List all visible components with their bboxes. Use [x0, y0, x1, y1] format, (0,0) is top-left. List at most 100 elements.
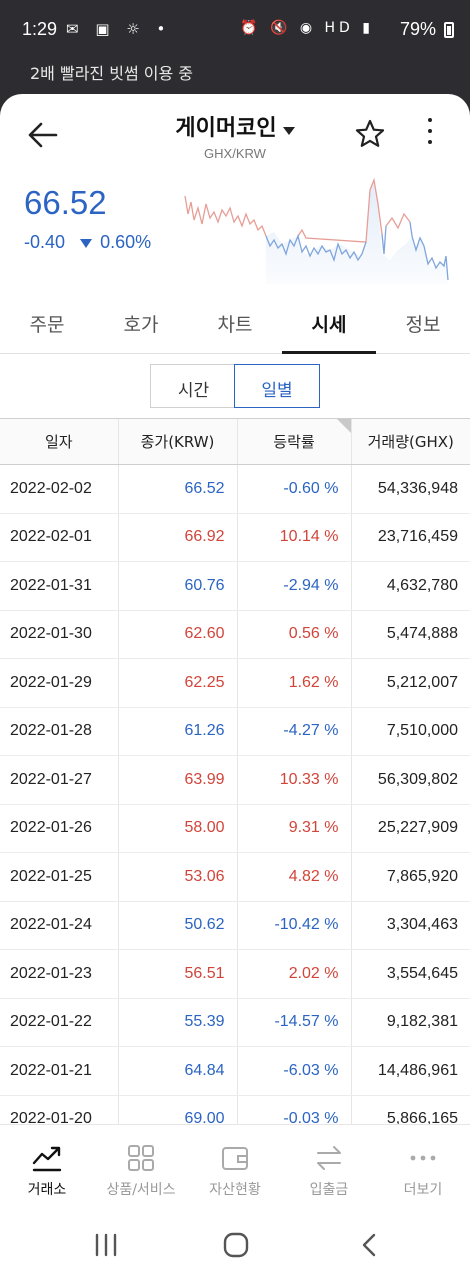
cell-volume: 25,227,909: [350, 804, 470, 853]
cell-volume: 5,474,888: [350, 610, 470, 659]
dropdown-caret-icon[interactable]: [282, 126, 295, 135]
cell-rate: -2.94 %: [236, 561, 351, 611]
cell-date: 2022-01-28: [0, 707, 118, 756]
coin-header: 게이머코인 GHX/KRW: [0, 94, 470, 174]
toggle-daily-button[interactable]: 일별: [234, 364, 320, 408]
cell-date: 2022-01-27: [0, 755, 118, 805]
cell-close: 66.52: [117, 464, 237, 514]
sparkline-red: [184, 177, 411, 243]
cell-volume: 3,304,463: [350, 901, 470, 950]
speed-banner: 2배 빨라진 빗썸 이용 중: [0, 56, 470, 96]
nav-transfer[interactable]: 입출금: [282, 1125, 376, 1208]
cell-date: 2022-01-22: [0, 998, 118, 1047]
cell-close: 63.99: [117, 755, 237, 805]
notification-icons: ✉ ▣ ☼ •: [66, 20, 172, 38]
cell-rate: -10.42 %: [236, 901, 351, 950]
nav-more[interactable]: 더보기: [376, 1125, 470, 1208]
favorite-star-icon[interactable]: [354, 118, 386, 150]
table-row: 2022-01-30 62.60 0.56 % 5,474,888: [0, 610, 470, 659]
current-price: 66.52: [24, 184, 107, 221]
nav-assets[interactable]: 자산현황: [188, 1125, 282, 1208]
table-row: 2022-01-22 55.39 -14.57 % 9,182,381: [0, 998, 470, 1047]
cell-date: 2022-01-21: [0, 1046, 118, 1096]
table-row: 2022-01-29 62.25 1.62 % 5,212,007: [0, 658, 470, 708]
cell-close: 64.84: [117, 1046, 237, 1096]
header-volume: 거래량(GHX): [350, 418, 470, 465]
more-menu-icon[interactable]: [426, 118, 434, 148]
cell-date: 2022-01-29: [0, 658, 118, 708]
cell-rate: -14.57 %: [236, 998, 351, 1047]
cell-close: 62.60: [117, 610, 237, 659]
coin-selector[interactable]: 게이머코인 GHX/KRW: [0, 110, 470, 161]
price-sparkline: [184, 177, 449, 284]
bottom-nav: 거래소 상품/서비스 자산현황 입출금 더보기: [0, 1124, 470, 1208]
wallet-icon: [222, 1147, 248, 1170]
period-toggle: 시간 일별: [0, 354, 470, 418]
table-row: 2022-02-01 66.92 10.14 % 23,716,459: [0, 513, 470, 562]
grid-icon: [128, 1145, 154, 1171]
cell-date: 2022-01-23: [0, 949, 118, 999]
cell-date: 2022-01-31: [0, 561, 118, 611]
table-row: 2022-01-21 64.84 -6.03 % 14,486,961: [0, 1046, 470, 1096]
price-summary: 66.52 -0.40 0.60%: [0, 174, 470, 294]
tab-market-price[interactable]: 시세: [282, 294, 376, 354]
change-percent: 0.60%: [100, 232, 152, 252]
cell-close: 56.51: [117, 949, 237, 999]
cell-volume: 4,632,780: [350, 561, 470, 611]
table-row: 2022-01-25 53.06 4.82 % 7,865,920: [0, 852, 470, 902]
nav-products-label: 상품/서비스: [106, 1182, 176, 1198]
cell-volume: 5,212,007: [350, 658, 470, 708]
cell-rate: 10.33 %: [236, 755, 351, 805]
back-nav-icon[interactable]: [356, 1232, 384, 1258]
trend-chart-icon: [32, 1146, 62, 1172]
cell-volume: 7,865,920: [350, 852, 470, 902]
home-icon[interactable]: [222, 1232, 250, 1258]
system-icons: ⏰ 🔇 ◉ HD ▮: [240, 20, 374, 36]
tab-chart[interactable]: 차트: [217, 314, 253, 336]
more-dots-icon: [410, 1155, 436, 1161]
back-arrow-icon[interactable]: [26, 118, 60, 152]
nav-exchange[interactable]: 거래소: [0, 1125, 94, 1208]
tab-order[interactable]: 주문: [29, 314, 65, 336]
cell-rate: 2.02 %: [236, 949, 351, 999]
cell-rate: -0.60 %: [236, 464, 351, 514]
price-change: -0.40 0.60%: [24, 232, 151, 253]
tab-orderbook[interactable]: 호가: [123, 314, 159, 336]
table-row: 2022-01-26 58.00 9.31 % 25,227,909: [0, 804, 470, 853]
detail-tabs: 주문 호가 차트 시세 정보: [0, 294, 470, 354]
cell-close: 60.76: [117, 561, 237, 611]
coin-title[interactable]: 게이머코인: [175, 116, 277, 141]
recent-apps-icon[interactable]: [92, 1232, 120, 1258]
battery-percent: 79%: [399, 19, 436, 39]
cell-volume: 3,554,645: [350, 949, 470, 999]
table-row: 2022-01-27 63.99 10.33 % 56,309,802: [0, 755, 470, 805]
status-time: 1:29: [22, 19, 58, 39]
header-rate-label[interactable]: 등락률: [273, 433, 315, 451]
cell-rate: 0.56 %: [236, 610, 351, 659]
cell-close: 53.06: [117, 852, 237, 902]
cell-volume: 7,510,000: [350, 707, 470, 756]
nav-products[interactable]: 상품/서비스: [94, 1125, 188, 1208]
table-row: 2022-02-02 66.52 -0.60 % 54,336,948: [0, 464, 470, 514]
header-date: 일자: [0, 418, 118, 465]
sparkline-blue: [265, 221, 449, 281]
header-rate[interactable]: 등락률: [236, 418, 351, 465]
system-nav-bar: [0, 1208, 470, 1280]
cell-date: 2022-01-30: [0, 610, 118, 659]
table-row: 2022-01-24 50.62 -10.42 % 3,304,463: [0, 901, 470, 950]
sparkline-area: [266, 180, 448, 284]
toggle-time-button[interactable]: 시간: [150, 364, 236, 408]
daily-price-table: 일자 종가(KRW) 등락률 거래량(GHX) 2022-02-02 66.52-…: [0, 418, 470, 1144]
cell-volume: 23,716,459: [350, 513, 470, 562]
app-screen: 게이머코인 GHX/KRW 66.52 -0.40 0.60%: [0, 94, 470, 1204]
cell-date: 2022-02-01: [0, 513, 118, 562]
table-row: 2022-01-28 61.26 -4.27 % 7,510,000: [0, 707, 470, 756]
sort-corner-icon[interactable]: [336, 419, 351, 433]
table-row: 2022-01-23 56.51 2.02 % 3,554,645: [0, 949, 470, 999]
cell-rate: -6.03 %: [236, 1046, 351, 1096]
cell-rate: 4.82 %: [236, 852, 351, 902]
cell-close: 62.25: [117, 658, 237, 708]
coin-pair: GHX/KRW: [204, 146, 266, 161]
cell-date: 2022-01-26: [0, 804, 118, 853]
tab-info[interactable]: 정보: [405, 314, 441, 336]
